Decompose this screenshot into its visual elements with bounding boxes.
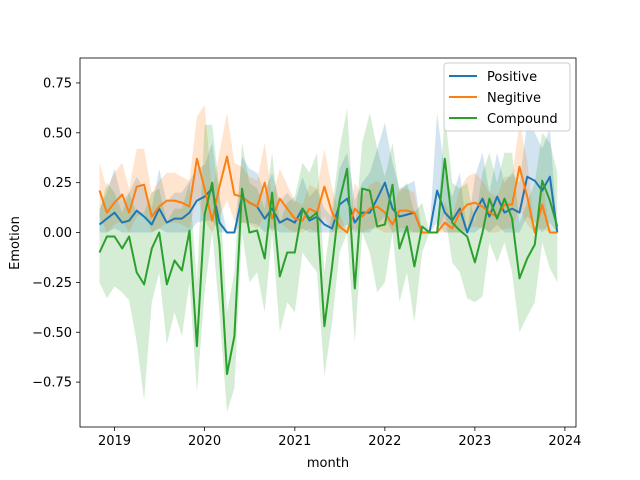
x-axis: 2019 2020 2021 2022 2023 2024 — [98, 427, 581, 449]
x-tick-label: 2022 — [368, 434, 401, 449]
x-tick-label: 2019 — [98, 434, 131, 449]
x-tick-label: 2021 — [278, 434, 311, 449]
legend-box — [443, 62, 571, 132]
y-axis: −0.75 −0.50 −0.25 0.00 0.25 0.50 0.75 — [32, 76, 80, 391]
y-tick-label: −0.75 — [32, 376, 72, 391]
plot-area-frame — [79, 57, 577, 428]
y-axis-title: Emotion — [8, 216, 23, 270]
y-tick-label: −0.50 — [32, 326, 72, 341]
series-lines — [98, 155, 559, 376]
x-tick-label: 2024 — [548, 434, 581, 449]
y-tick-label: 0.50 — [43, 126, 72, 141]
negitive-series-line — [98, 155, 558, 234]
y-tick-label: −0.25 — [32, 276, 72, 291]
y-tick-label: 0.00 — [43, 226, 72, 241]
positive-series-line — [98, 175, 559, 234]
compound-series-line — [98, 157, 559, 376]
positive-legend-label: Positive — [487, 70, 537, 85]
x-tick-label: 2023 — [458, 434, 491, 449]
negitive-legend-label: Negitive — [487, 91, 541, 106]
legend: Positive Negitive Compound — [443, 62, 571, 132]
y-tick-label: 0.75 — [43, 76, 72, 91]
compound-legend-label: Compound — [487, 112, 558, 127]
x-axis-title: month — [307, 456, 349, 471]
x-tick-label: 2020 — [188, 434, 221, 449]
y-tick-label: 0.25 — [43, 176, 72, 191]
